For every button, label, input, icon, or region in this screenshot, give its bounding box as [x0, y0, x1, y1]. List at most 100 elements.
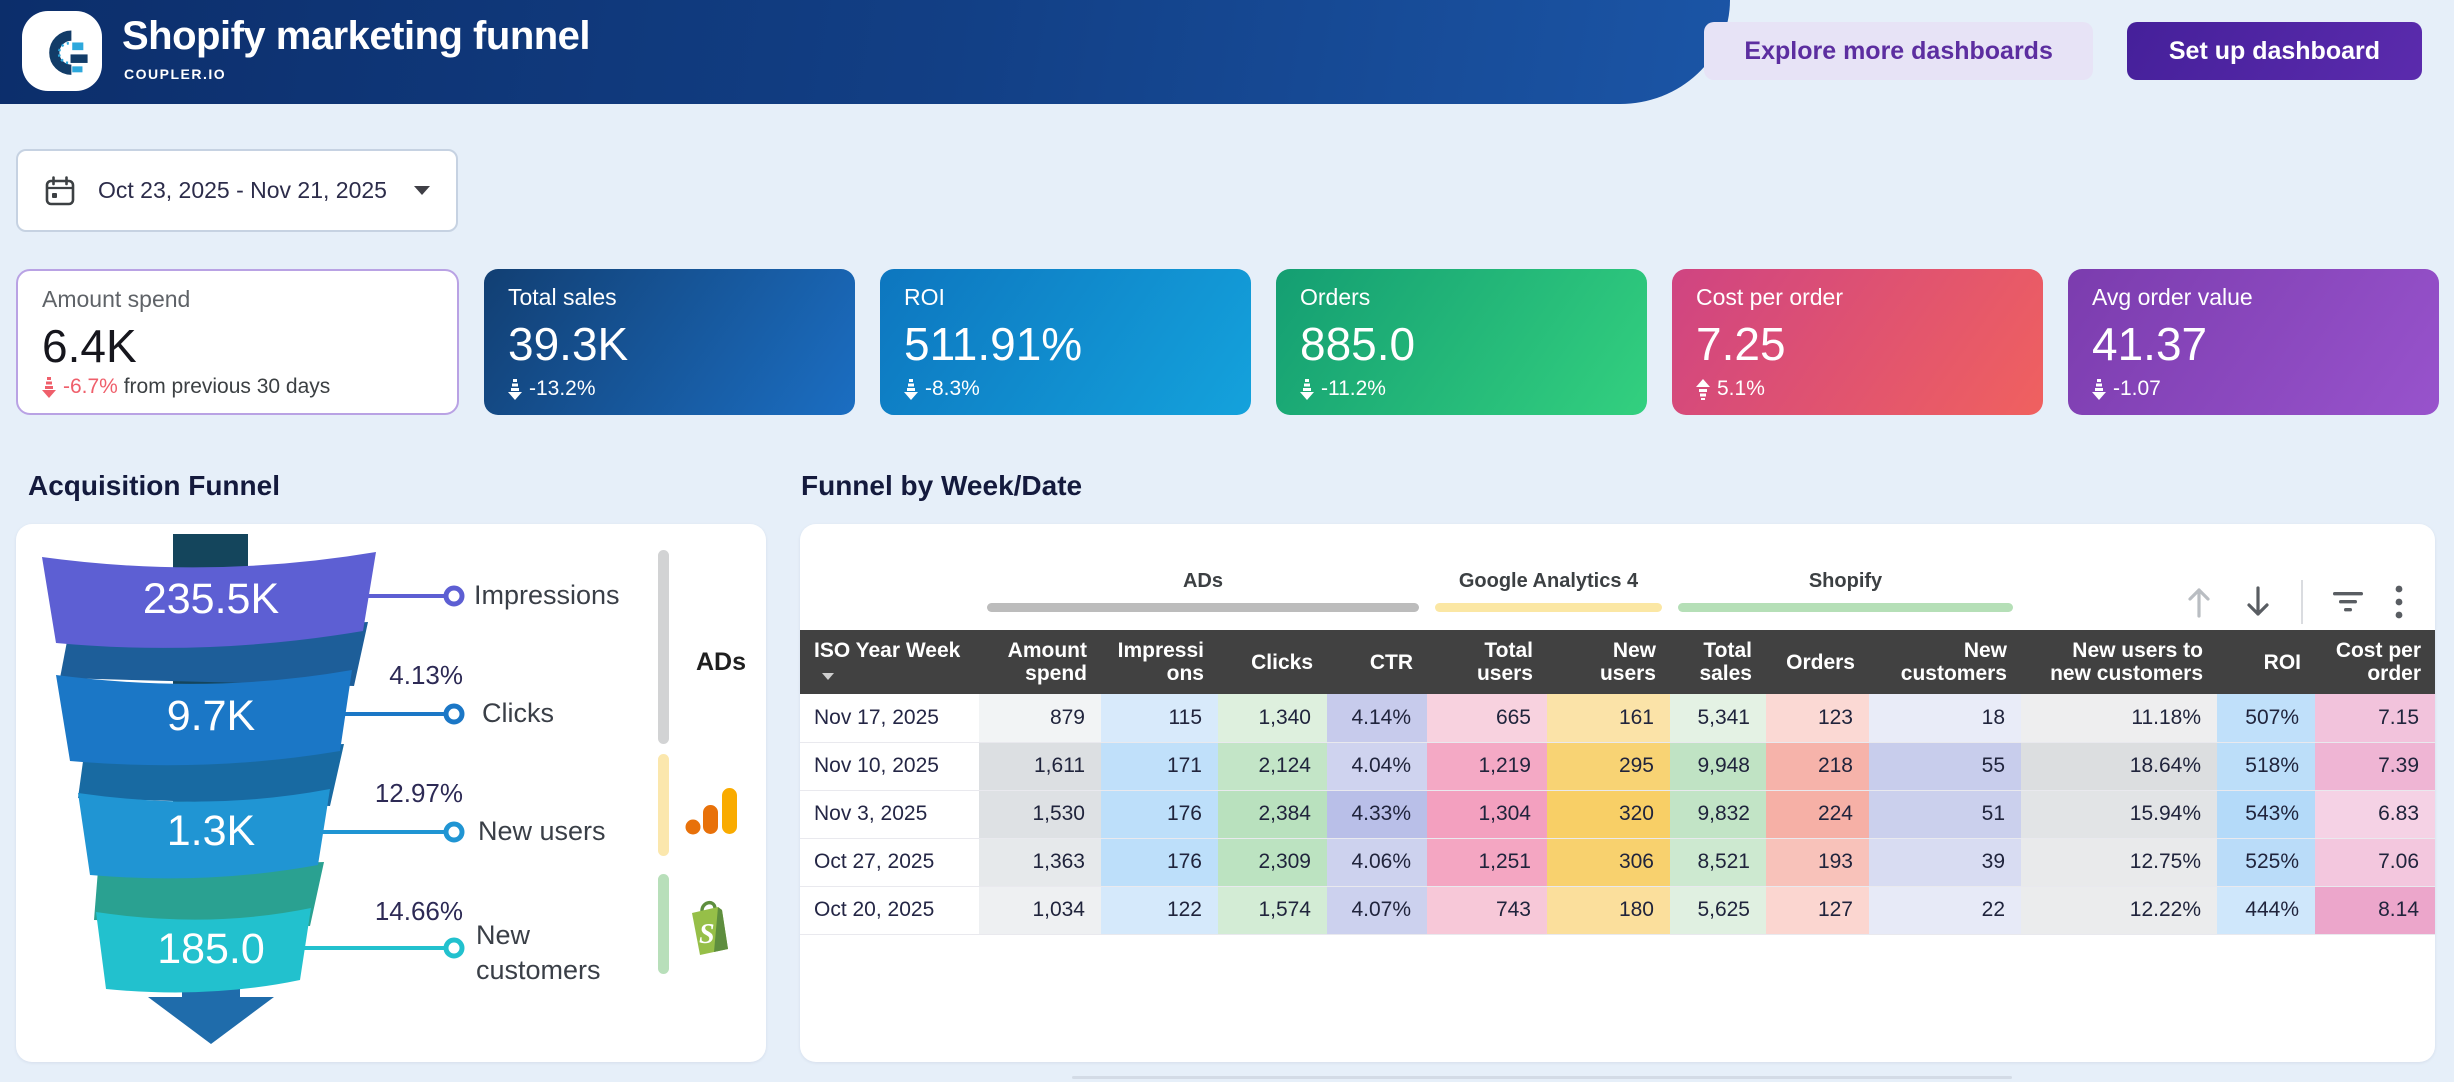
funnel-bottom-arrow — [148, 997, 274, 1044]
table-cell-date: Nov 17, 2025 — [800, 694, 979, 743]
table-cell: 1,363 — [979, 838, 1101, 887]
funnel-stage-clicks[interactable] — [56, 670, 352, 766]
kpi-amount-spend: Amount spend 6.4K -6.7% from previous 30… — [16, 269, 459, 415]
conversion-new-customers: 14.66% — [375, 896, 463, 926]
column-header-clicks[interactable]: Clicks — [1218, 630, 1327, 694]
table-cell: 7.39 — [2315, 742, 2435, 791]
table-group-header: ADs Google Analytics 4 Shopify — [800, 524, 2435, 630]
sort-descending-icon[interactable] — [2242, 584, 2274, 620]
chevron-down-icon — [414, 186, 430, 195]
kpi-label: Avg order value — [2092, 284, 2253, 310]
page-title: Shopify marketing funnel — [122, 14, 591, 58]
date-range-picker[interactable]: Oct 23, 2025 - Nov 21, 2025 — [16, 149, 458, 232]
table-toolbar — [2183, 580, 2405, 624]
table-cell: 2,309 — [1218, 838, 1327, 887]
table-cell: 176 — [1101, 790, 1218, 839]
google-analytics-icon — [685, 788, 737, 835]
table-row: Oct 27, 2025 1,363 176 2,309 4.06% 1,251 306 8,… — [800, 838, 2435, 887]
ads-source-label: ADs — [695, 648, 746, 676]
table-row: Nov 10, 2025 1,611 171 2,124 4.04% 1,219 295 9,… — [800, 742, 2435, 791]
group-ga4: Google Analytics 4 — [1427, 570, 1670, 630]
table-cell: 4.07% — [1327, 886, 1427, 935]
kpi-label: ROI — [904, 284, 945, 310]
table-cell: 224 — [1766, 790, 1869, 839]
column-header-total-users[interactable]: Total users — [1427, 630, 1547, 694]
next-section-divider — [1072, 1076, 2012, 1079]
funnel-marker-impressions — [443, 585, 465, 607]
column-header-amount-spend[interactable]: Amount spend — [979, 630, 1101, 694]
group-bar-ga4 — [1435, 603, 1662, 612]
funnel-stage-new-users[interactable] — [78, 789, 330, 879]
column-header-ctr[interactable]: CTR — [1327, 630, 1427, 694]
arrow-down-icon — [1300, 378, 1314, 400]
funnel-stage-impressions[interactable] — [42, 552, 376, 648]
table-body: Nov 17, 2025 879 115 1,340 4.14% 665 161 5,341 1… — [800, 694, 2435, 935]
arrow-up-icon — [1696, 378, 1710, 400]
table-cell: 22 — [1869, 886, 2021, 935]
arrow-down-icon — [904, 378, 918, 400]
setup-dashboard-button[interactable]: Set up dashboard — [2126, 22, 2422, 80]
kpi-orders: Orders 885.0 -11.2% — [1276, 269, 1647, 415]
table-cell: 444% — [2217, 886, 2315, 935]
column-header-roi[interactable]: ROI — [2217, 630, 2315, 694]
column-header-total-sales[interactable]: Total sales — [1670, 630, 1766, 694]
table-cell: 9,948 — [1670, 742, 1766, 791]
arrow-down-icon — [42, 376, 56, 398]
table-cell-date: Oct 27, 2025 — [800, 838, 979, 887]
stage-label-impressions: Impressions — [474, 580, 620, 610]
table-cell: 1,611 — [979, 742, 1101, 791]
column-header-cost-per-order[interactable]: Cost per order — [2315, 630, 2435, 694]
table-cell: 543% — [2217, 790, 2315, 839]
table-cell: 15.94% — [2021, 790, 2217, 839]
table-cell: 161 — [1547, 694, 1670, 743]
table-cell: 8,521 — [1670, 838, 1766, 887]
filter-icon[interactable] — [2330, 585, 2366, 619]
table-cell: 1,219 — [1427, 742, 1547, 791]
funnel-by-week-table: ISO Year Week Amount spend Impressions C… — [800, 630, 2435, 935]
table-cell: 55 — [1869, 742, 2021, 791]
group-shopify: Shopify — [1670, 570, 2021, 630]
funnel-marker-new-customers — [443, 937, 465, 959]
stage-label-clicks: Clicks — [482, 698, 554, 728]
table-cell: 4.33% — [1327, 790, 1427, 839]
table-cell: 1,340 — [1218, 694, 1327, 743]
table-cell-date: Oct 20, 2025 — [800, 886, 979, 935]
table-cell: 518% — [2217, 742, 2315, 791]
kpi-label: Total sales — [508, 284, 617, 310]
funnel-stage-new-customers[interactable] — [96, 908, 311, 993]
table-cell: 51 — [1869, 790, 2021, 839]
arrow-down-icon — [508, 378, 522, 400]
kpi-roi: ROI 511.91% -8.3% — [880, 269, 1251, 415]
sort-ascending-icon[interactable] — [2183, 584, 2215, 620]
kpi-delta-value: -13.2% — [529, 377, 596, 400]
table-cell: 5,625 — [1670, 886, 1766, 935]
funnel-section-heading: Acquisition Funnel — [28, 470, 280, 501]
arrow-down-icon — [2092, 378, 2106, 400]
kebab-menu-icon[interactable] — [2393, 582, 2405, 622]
column-header-orders[interactable]: Orders — [1766, 630, 1869, 694]
explore-dashboards-button[interactable]: Explore more dashboards — [1704, 22, 2093, 80]
column-header-impressions[interactable]: Impressions — [1101, 630, 1218, 694]
brand-subtitle: COUPLER.IO — [124, 66, 227, 82]
group-bar-ads — [987, 603, 1419, 612]
table-cell: 8.14 — [2315, 886, 2435, 935]
kpi-delta-value: 5.1% — [1717, 377, 1765, 400]
acquisition-funnel-card: 235.5K 9.7K 1.3K 185.0 4.13% 12.97% 14.6… — [16, 524, 766, 1062]
table-cell: 2,124 — [1218, 742, 1327, 791]
table-cell: 123 — [1766, 694, 1869, 743]
column-header-new-users-to-new-customers[interactable]: New users to new customers — [2021, 630, 2217, 694]
column-header-new-users[interactable]: New users — [1547, 630, 1670, 694]
table-cell: 4.04% — [1327, 742, 1427, 791]
table-section-heading: Funnel by Week/Date — [801, 470, 1083, 501]
kpi-value: 511.91% — [904, 318, 1083, 370]
column-header-iso-year-week[interactable]: ISO Year Week — [800, 630, 979, 694]
kpi-value: 885.0 — [1300, 318, 1416, 370]
column-header-new-customers[interactable]: New customers — [1869, 630, 2021, 694]
kpi-cost-per-order: Cost per order 7.25 5.1% — [1672, 269, 2043, 415]
table-cell: 507% — [2217, 694, 2315, 743]
funnel-chart: 235.5K 9.7K 1.3K 185.0 4.13% 12.97% 14.6… — [42, 534, 465, 1044]
table-row: Nov 3, 2025 1,530 176 2,384 4.33% 1,304 320 9,8… — [800, 790, 2435, 839]
table-cell: 12.75% — [2021, 838, 2217, 887]
header-actions: Explore more dashboards Set up dashboard — [1704, 22, 2422, 80]
svg-text:S: S — [699, 919, 715, 950]
